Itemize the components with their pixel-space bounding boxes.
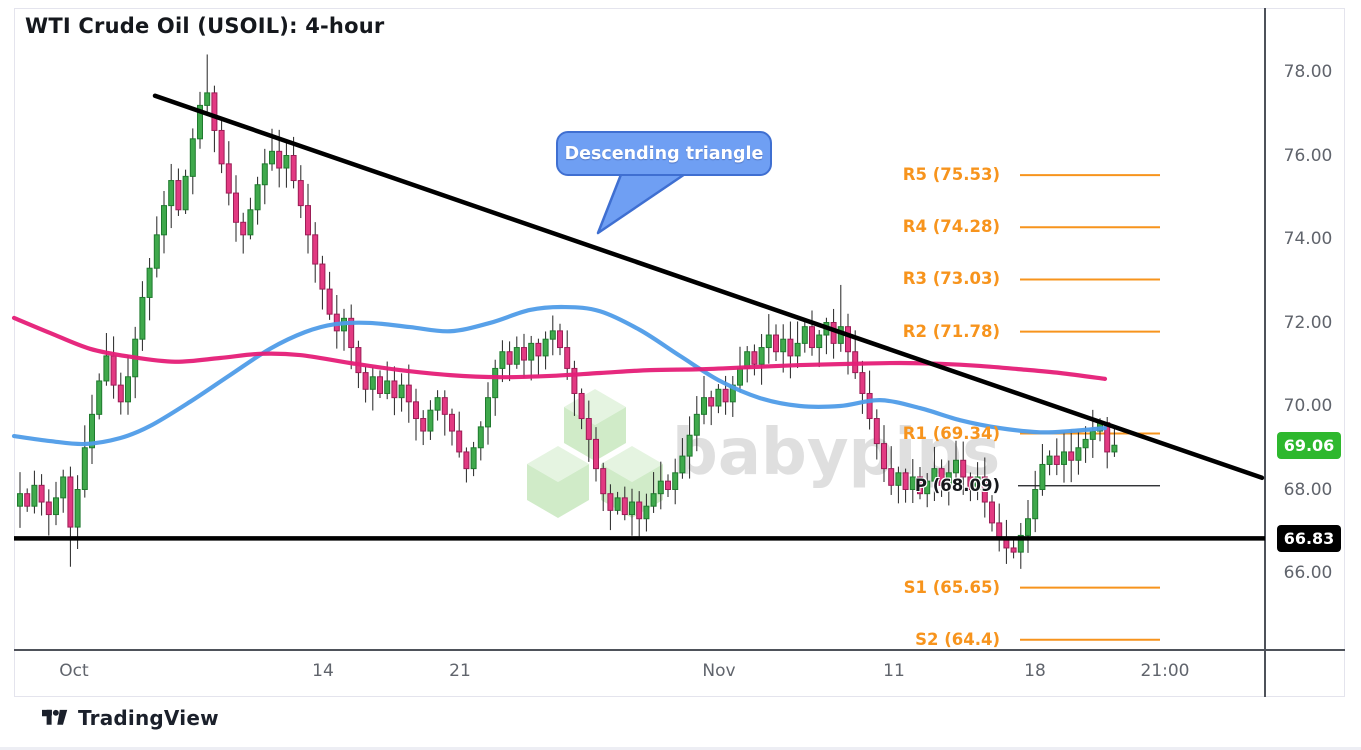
tradingview-logo-text: TradingView	[78, 706, 219, 730]
time-axis-separator	[14, 649, 1345, 651]
price-axis-separator	[1264, 8, 1266, 697]
pivot-label-R3: R3 (73.03)	[902, 269, 1000, 289]
pivot-level-lines	[1018, 174, 1160, 641]
x-tick-Oct: Oct	[59, 661, 89, 681]
x-tick-18: 18	[1024, 661, 1046, 681]
tradingview-attribution[interactable]: TradingView	[42, 706, 219, 730]
pivot-label-R5: R5 (75.53)	[902, 165, 1000, 185]
callout-tail	[596, 170, 690, 235]
last-price-badge: 69.06	[1277, 431, 1341, 459]
pivot-label-S1: S1 (65.65)	[903, 577, 1000, 597]
descending-trendline	[152, 93, 1265, 481]
tradingview-logo-icon	[42, 709, 68, 725]
callout-descending-triangle: Descending triangle	[556, 131, 772, 176]
x-tick-Nov: Nov	[702, 661, 736, 681]
page-title: WTI Crude Oil (USOIL): 4-hour	[25, 14, 385, 38]
support-price-badge: 66.83	[1277, 524, 1341, 552]
y-tick-70.00: 70.00	[1283, 396, 1333, 416]
x-tick-21:00: 21:00	[1140, 661, 1190, 681]
babypips-watermark: babypips	[527, 389, 1000, 518]
page-bottom-border	[0, 747, 1361, 750]
pivot-label-R4: R4 (74.28)	[902, 217, 1000, 237]
y-tick-74.00: 74.00	[1283, 229, 1333, 249]
y-tick-78.00: 78.00	[1283, 62, 1333, 82]
y-tick-76.00: 76.00	[1283, 145, 1333, 166]
fast-ma-blue	[11, 304, 1108, 447]
y-tick-66.00: 66.00	[1283, 563, 1333, 583]
x-tick-11: 11	[883, 661, 905, 681]
babypips-watermark-text: babypips	[672, 416, 1000, 490]
x-tick-14: 14	[312, 661, 334, 681]
babypips-logo-cubes	[527, 389, 663, 518]
pivot-label-S2: S2 (64.4)	[915, 629, 1000, 649]
callout-text: Descending triangle	[564, 143, 764, 164]
slow-ma-pink	[11, 315, 1108, 381]
pivot-label-R2: R2 (71.78)	[902, 321, 1000, 341]
candlesticks	[17, 54, 1118, 569]
pivot-label-P: P (68.09)	[914, 475, 1000, 495]
chart-frame	[14, 8, 1345, 697]
x-tick-21: 21	[449, 661, 471, 681]
y-tick-68.00: 68.00	[1283, 479, 1333, 500]
moving-average-lines	[11, 304, 1108, 447]
y-tick-72.00: 72.00	[1283, 312, 1333, 333]
pivot-label-R1: R1 (69.34)	[902, 423, 1000, 443]
